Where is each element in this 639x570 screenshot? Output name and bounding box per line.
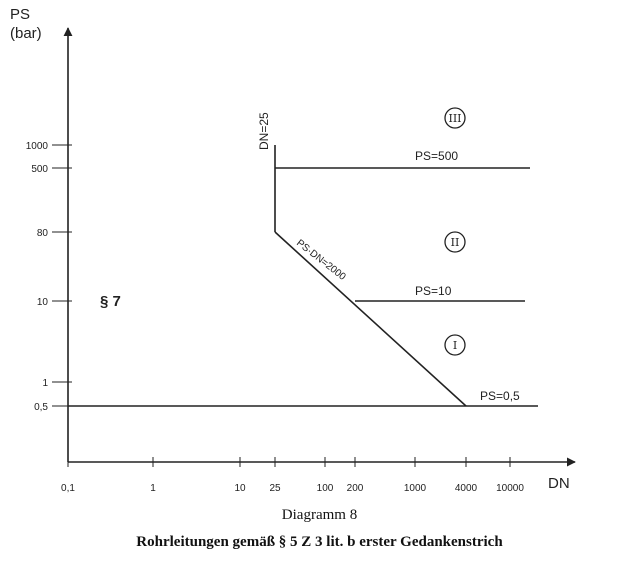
label-ps-10: PS=10 (415, 284, 452, 298)
x-tick-label: 0,1 (61, 483, 75, 494)
x-tick-label: 4000 (455, 483, 478, 494)
y-tick-label: 1 (42, 378, 48, 389)
chart: DN PS (bar) 0,1 1 10 25 100 200 1000 4000 10000 0,5 1… (10, 6, 576, 494)
figure-title: Rohrleitungen gemäß § 5 Z 3 lit. b erste… (136, 534, 503, 550)
y-axis-title: PS (10, 6, 30, 23)
region-circle (444, 334, 466, 356)
y-tick-label: 1000 (26, 141, 49, 152)
region-iii: III (448, 112, 461, 125)
line-ps-dn-2000 (274, 231, 467, 407)
x-tick-label: 10 (234, 483, 246, 494)
paragraph-7-label: § 7 (100, 293, 121, 310)
axes (52, 27, 576, 467)
x-tick-label: 100 (317, 483, 334, 494)
x-tick-label: 10000 (496, 483, 524, 494)
label-ps-dn-2000: PS·DN=2000 (294, 238, 348, 283)
x-axis-title: DN (548, 475, 570, 492)
region-i: I (453, 339, 457, 352)
y-axis-unit: (bar) (10, 25, 42, 42)
x-tick-label: 200 (347, 483, 364, 494)
y-tick-label: 0,5 (34, 402, 48, 413)
figure-caption: Diagramm 8 (281, 507, 358, 523)
data-lines (68, 145, 538, 407)
label-ps-500: PS=500 (415, 149, 458, 163)
y-tick-label: 10 (37, 297, 49, 308)
label-dn-25: DN=25 (257, 112, 271, 150)
region-circle (444, 231, 466, 253)
label-ps-0-5: PS=0,5 (480, 389, 520, 403)
y-tick-label: 500 (31, 164, 48, 175)
x-tick-label: 1 (150, 483, 156, 494)
region-circle (444, 107, 466, 129)
y-tick-label: 80 (37, 228, 49, 239)
chart-labels: DN PS (bar) 0,1 1 10 25 100 200 1000 4000 10000 0,5 1… (10, 6, 570, 494)
region-ii: II (451, 236, 460, 249)
x-tick-label: 25 (269, 483, 281, 494)
x-tick-label: 1000 (404, 483, 427, 494)
